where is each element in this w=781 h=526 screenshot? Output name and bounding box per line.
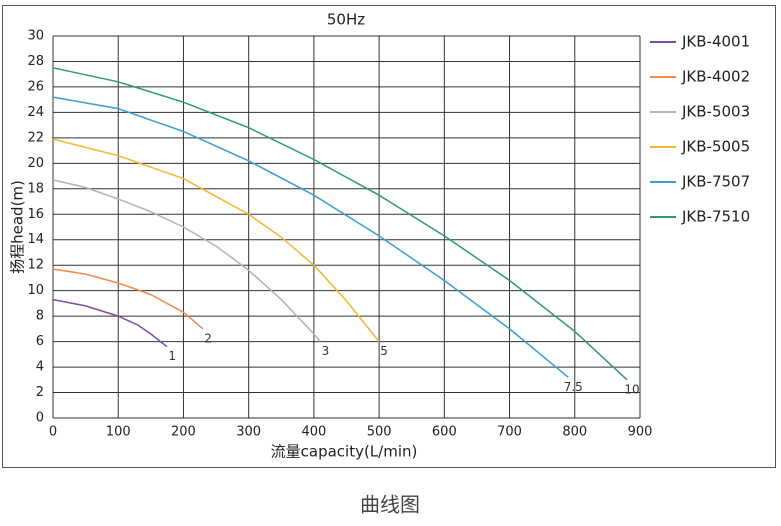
- legend-label: JKB-4002: [681, 68, 750, 86]
- x-tick-label: 600: [432, 425, 457, 440]
- y-tick-label: 4: [36, 360, 44, 375]
- y-tick-label: 16: [27, 207, 44, 222]
- series-line: [52, 268, 204, 330]
- y-tick-label: 8: [36, 309, 44, 324]
- y-tick-label: 6: [36, 334, 44, 349]
- y-tick-label: 20: [27, 156, 44, 171]
- y-tick-label: 18: [27, 181, 44, 196]
- series-line: [52, 179, 321, 343]
- y-tick-label: 2: [36, 385, 44, 400]
- series-line: [52, 96, 569, 378]
- curve-label: 10: [624, 382, 639, 396]
- legend-label: JKB-4001: [681, 33, 750, 51]
- x-tick-label: 700: [497, 425, 522, 440]
- legend-label: JKB-5005: [681, 138, 750, 156]
- curve-label: 2: [204, 331, 212, 345]
- y-tick-label: 14: [27, 232, 44, 247]
- x-tick-label: 400: [301, 425, 326, 440]
- caption: 曲线图: [360, 493, 420, 517]
- y-tick-label: 22: [27, 130, 44, 145]
- x-axis-label: 流量capacity(L/min): [271, 443, 418, 461]
- y-tick-label: 24: [27, 105, 44, 120]
- x-tick-label: 0: [49, 425, 57, 440]
- x-tick-label: 200: [171, 425, 196, 440]
- legend-label: JKB-5003: [681, 103, 750, 121]
- x-tick-label: 100: [106, 425, 131, 440]
- series-line: [52, 298, 168, 348]
- y-tick-label: 30: [27, 29, 44, 44]
- legend-label: JKB-7507: [681, 173, 750, 191]
- y-tick-label: 26: [27, 79, 44, 94]
- curve-label: 3: [322, 344, 330, 358]
- series-line: [52, 138, 380, 343]
- chart-frame: [2, 5, 776, 468]
- chart-title: 50Hz: [327, 11, 365, 29]
- y-tick-label: 12: [27, 258, 44, 273]
- y-tick-label: 10: [27, 283, 44, 298]
- curve-label: 5: [380, 344, 388, 358]
- y-tick-label: 0: [36, 411, 44, 426]
- x-tick-label: 500: [367, 425, 392, 440]
- curve-label: 1: [168, 349, 176, 363]
- series-line: [52, 67, 628, 381]
- y-tick-label: 28: [27, 54, 44, 69]
- x-tick-label: 800: [562, 425, 587, 440]
- x-tick-label: 300: [236, 425, 261, 440]
- x-tick-label: 900: [628, 425, 653, 440]
- curve-label: 7.5: [564, 380, 583, 394]
- y-axis-label: 扬程head(m): [9, 180, 27, 274]
- legend-label: JKB-7510: [681, 208, 750, 226]
